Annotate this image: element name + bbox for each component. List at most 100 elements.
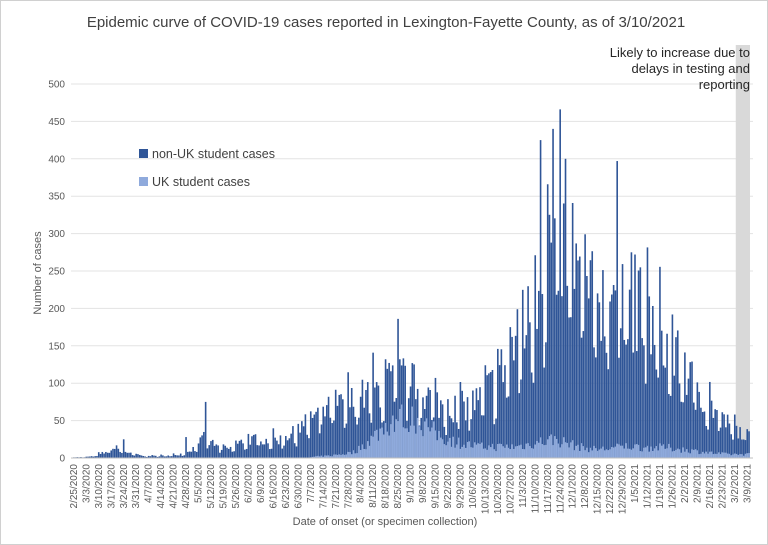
bar-uk: [630, 449, 633, 458]
bar-uk: [586, 447, 588, 458]
bar-non-uk: [466, 397, 469, 458]
bar-uk: [721, 452, 724, 458]
bar-uk: [393, 431, 396, 458]
bar-non-uk: [96, 455, 98, 458]
bar-non-uk: [213, 445, 216, 458]
bar-uk: [568, 447, 570, 458]
bar-uk: [678, 449, 681, 458]
bar-non-uk: [306, 434, 308, 458]
bar-non-uk: [121, 452, 123, 458]
bar-non-uk: [384, 359, 387, 458]
bar-non-uk: [475, 388, 478, 458]
bar-non-uk: [427, 387, 430, 458]
bar-non-uk: [288, 438, 291, 458]
bar-uk: [422, 436, 424, 458]
bar-uk: [673, 450, 675, 458]
bar-non-uk: [591, 251, 594, 458]
bar-non-uk: [539, 140, 542, 458]
bar-non-uk: [692, 402, 695, 458]
bar-non-uk: [537, 290, 540, 458]
bar-uk: [534, 444, 537, 458]
bar-uk: [539, 437, 542, 458]
bar-uk: [561, 444, 563, 458]
bar-non-uk: [694, 409, 697, 458]
bar-uk: [356, 453, 358, 458]
bar-non-uk: [190, 451, 193, 458]
bar-uk: [692, 449, 695, 458]
bar-non-uk: [363, 407, 366, 458]
bar-uk: [682, 447, 684, 458]
bar-non-uk: [301, 421, 303, 458]
bar-uk: [685, 449, 688, 458]
bar-non-uk: [676, 330, 679, 458]
bar-uk: [448, 437, 451, 458]
x-tick-label: 5/26/2020: [231, 464, 242, 509]
bar-uk: [552, 445, 554, 458]
bar-uk: [698, 454, 700, 458]
bar-non-uk: [611, 294, 613, 458]
bar-non-uk: [648, 296, 651, 458]
bar-uk: [730, 455, 733, 458]
x-tick-label: 8/4/2020: [356, 464, 367, 503]
bar-uk: [634, 444, 636, 458]
bar-non-uk: [124, 451, 127, 458]
chart-title: Epidemic curve of COVID-19 cases reporte…: [87, 14, 685, 31]
bar-uk: [363, 448, 366, 458]
bar-uk: [602, 446, 604, 458]
bar-uk: [511, 444, 513, 458]
bar-non-uk: [162, 455, 164, 458]
bar-uk: [381, 427, 383, 458]
bar-non-uk: [217, 445, 219, 458]
bar-uk: [361, 444, 364, 458]
bar-uk: [607, 450, 610, 458]
bar-non-uk: [741, 439, 743, 458]
x-tick-label: 4/14/2020: [156, 464, 167, 509]
x-tick-label: 5/5/2020: [194, 464, 205, 503]
bar-uk: [614, 446, 617, 458]
bar-non-uk: [311, 417, 314, 458]
bar-non-uk: [662, 365, 665, 458]
bar-uk: [498, 443, 501, 458]
bar-uk: [320, 455, 323, 458]
x-tick-label: 7/28/2020: [343, 464, 354, 509]
annotation-line-1: Likely to increase due to: [610, 45, 750, 60]
bar-non-uk: [133, 455, 136, 458]
bar-uk: [709, 451, 711, 458]
bar-non-uk: [593, 347, 595, 458]
bar-non-uk: [525, 335, 528, 458]
bar-non-uk: [340, 394, 342, 458]
bar-uk: [495, 451, 497, 458]
bar-non-uk: [657, 377, 659, 458]
bar-uk: [664, 448, 667, 458]
bar-non-uk: [575, 243, 578, 458]
bar-uk: [427, 427, 430, 458]
x-tick-label: 6/16/2020: [268, 464, 279, 509]
bar-non-uk: [187, 451, 189, 458]
bar-non-uk: [527, 286, 529, 458]
bar-non-uk: [680, 401, 683, 458]
bar-non-uk: [716, 410, 718, 458]
bar-non-uk: [188, 451, 191, 458]
bar-non-uk: [557, 290, 560, 458]
bar-non-uk: [589, 260, 592, 458]
bar-non-uk: [707, 429, 709, 458]
y-tick-label: 100: [48, 379, 65, 390]
bar-uk: [452, 436, 455, 458]
bar-uk: [431, 427, 433, 458]
bar-non-uk: [497, 348, 499, 458]
bar-non-uk: [113, 448, 116, 458]
bar-non-uk: [399, 359, 401, 458]
bar-uk: [587, 452, 590, 458]
bar-uk: [618, 444, 620, 458]
bar-uk: [742, 455, 745, 458]
bar-uk: [660, 445, 663, 458]
bar-uk: [384, 422, 387, 458]
bar-uk: [472, 447, 474, 458]
bar-non-uk: [509, 327, 512, 458]
bar-non-uk: [119, 451, 121, 458]
bar-non-uk: [605, 352, 608, 458]
bar-non-uk: [464, 420, 467, 458]
bar-uk: [493, 449, 496, 458]
bar-non-uk: [167, 455, 170, 458]
bar-non-uk: [555, 294, 558, 458]
